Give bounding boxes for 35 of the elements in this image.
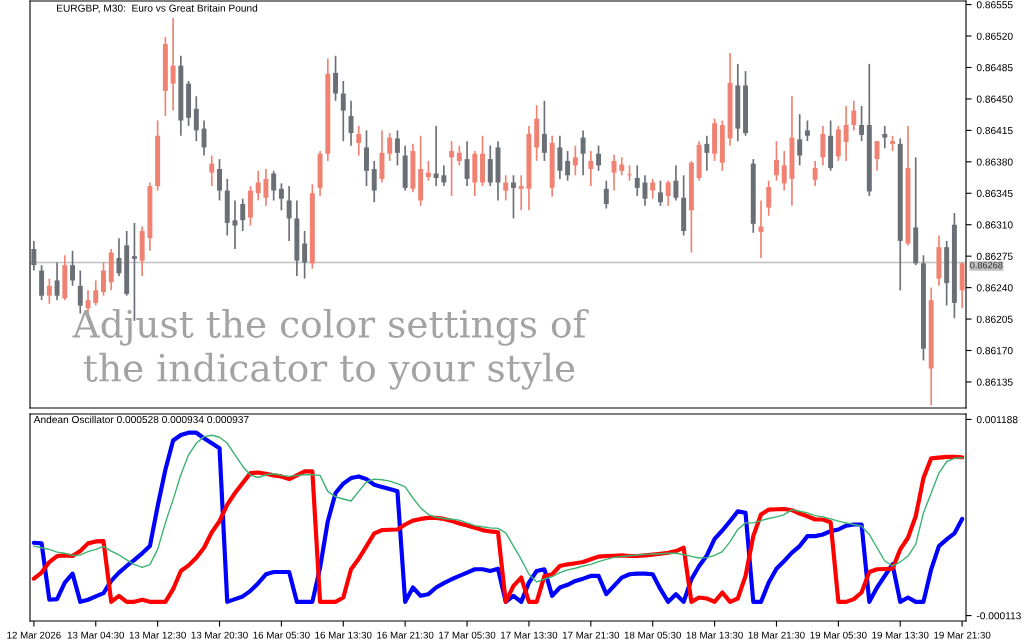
x-tick-label: 18 Mar 05:30 bbox=[624, 631, 681, 639]
y-tick-label: 0.86310 bbox=[976, 221, 1013, 229]
annotation: Adjust the color settings of the indicator to your style bbox=[72, 308, 589, 390]
x-tick-label: 16 Mar 21:30 bbox=[377, 631, 434, 639]
x-tick-label: 18 Mar 13:30 bbox=[686, 631, 743, 639]
y-tick-label: 0.86205 bbox=[976, 315, 1013, 323]
x-tick-label: 17 Mar 13:30 bbox=[501, 631, 558, 639]
x-tick-label: 13 Mar 12:30 bbox=[129, 631, 186, 639]
x-tick-label: 13 Mar 04:30 bbox=[67, 631, 125, 639]
y-tick-label: 0.86240 bbox=[976, 284, 1013, 292]
x-tick-label: 16 Mar 05:30 bbox=[253, 631, 310, 639]
x-tick-label: 16 Mar 13:30 bbox=[315, 631, 372, 639]
y-tick-label: 0.86450 bbox=[976, 95, 1013, 103]
y-tick-label: 0.86135 bbox=[976, 378, 1013, 386]
y-tick-label: 0.86380 bbox=[976, 158, 1013, 166]
ref-line-label: 0.86268 bbox=[970, 261, 1003, 269]
x-tick-label: 12 Mar 2026 bbox=[7, 631, 61, 639]
y-tick-label: 0.86520 bbox=[976, 32, 1013, 40]
y-tick-label: 0.86485 bbox=[976, 64, 1013, 72]
y-tick-label: 0.86415 bbox=[976, 126, 1013, 135]
chart-title: Andean Oscillator 0.000528 0.000934 0.000937 bbox=[33, 415, 249, 424]
x-tick-label: 19 Mar 21:30 bbox=[934, 631, 991, 639]
y-tick-label: 0.86555 bbox=[976, 1, 1013, 9]
x-tick-label: 13 Mar 20:30 bbox=[191, 631, 248, 639]
y-tick-label: -0.000113 bbox=[976, 612, 1021, 620]
chart-title: EURGBP, M30: Euro vs Great Britain Pound bbox=[57, 4, 258, 13]
y-tick-label: 0.86275 bbox=[976, 252, 1013, 260]
y-tick-label: 0.86345 bbox=[976, 189, 1013, 198]
x-tick-label: 17 Mar 21:30 bbox=[562, 631, 620, 639]
y-tick-label: 0.001188 bbox=[976, 416, 1018, 424]
x-tick-label: 19 Mar 05:30 bbox=[810, 631, 867, 639]
x-tick-label: 17 Mar 05:30 bbox=[439, 631, 496, 639]
x-tick-label: 19 Mar 13:30 bbox=[872, 631, 929, 639]
y-tick-label: 0.86170 bbox=[976, 347, 1013, 355]
x-tick-label: 18 Mar 21:30 bbox=[748, 631, 805, 639]
